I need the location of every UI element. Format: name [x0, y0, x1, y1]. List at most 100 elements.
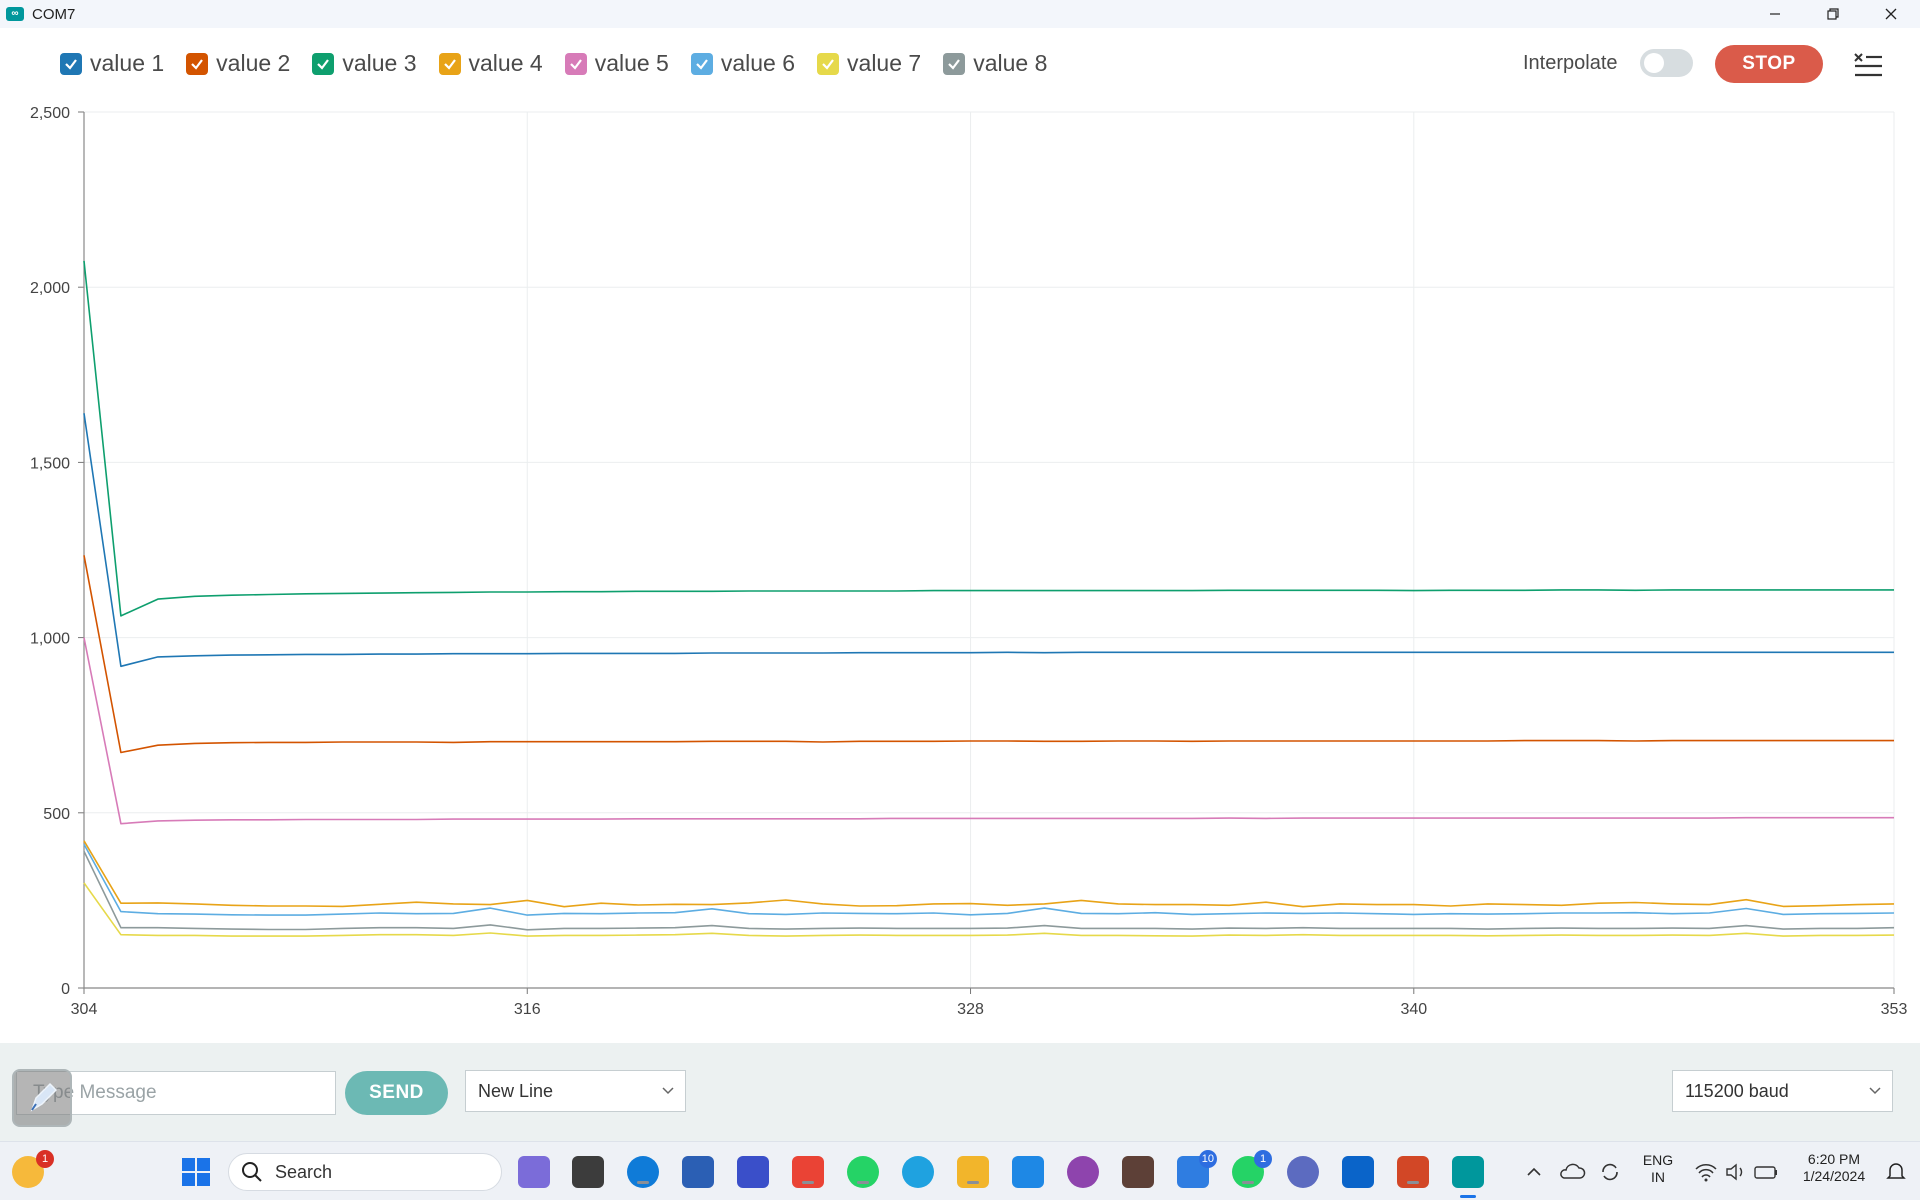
gmail-icon[interactable]: [792, 1156, 824, 1188]
region-code: IN: [1640, 1169, 1676, 1186]
baud-rate-select[interactable]: 115200 baud: [1672, 1070, 1893, 1112]
legend-item-value-4[interactable]: value 4: [439, 50, 543, 77]
whatsapp-business-icon[interactable]: 1: [1232, 1156, 1264, 1188]
copilot-icon[interactable]: [518, 1156, 550, 1188]
legend: value 1 value 2 value 3 value 4 value 5 value…: [60, 50, 1069, 77]
x-tick-label: 328: [957, 1001, 984, 1018]
interpolate-toggle[interactable]: [1640, 49, 1693, 77]
checkmark-icon: [316, 57, 330, 71]
legend-item-value-6[interactable]: value 6: [691, 50, 795, 77]
notifications-icon[interactable]: [1880, 1156, 1912, 1188]
legend-checkbox[interactable]: [565, 53, 587, 75]
edge-icon[interactable]: [627, 1156, 659, 1188]
recorder-icon[interactable]: [1287, 1156, 1319, 1188]
whatsapp-icon[interactable]: [847, 1156, 879, 1188]
show-hidden-icons[interactable]: [1518, 1156, 1550, 1188]
battery-icon[interactable]: [1750, 1156, 1782, 1188]
todo-icon[interactable]: 10: [1177, 1156, 1209, 1188]
chevron-down-icon: [661, 1083, 675, 1097]
windows-logo-icon: [180, 1156, 212, 1188]
checkmark-icon: [947, 57, 961, 71]
cc-app-icon[interactable]: [1122, 1156, 1154, 1188]
legend-checkbox[interactable]: [691, 53, 713, 75]
chevron-down-icon: [1868, 1083, 1882, 1097]
close-icon: [1885, 8, 1897, 20]
legend-item-value-1[interactable]: value 1: [60, 50, 164, 77]
x-tick-label: 353: [1881, 1001, 1908, 1018]
toggle-knob: [1644, 53, 1664, 73]
line-ending-select[interactable]: New Line: [465, 1070, 686, 1112]
legend-label: value 4: [469, 50, 543, 77]
checkmark-icon: [569, 57, 583, 71]
message-bar: SEND New Line 115200 baud: [0, 1043, 1920, 1141]
todo-badge: 10: [1199, 1150, 1217, 1168]
legend-label: value 1: [90, 50, 164, 77]
weather-widget-icon[interactable]: 1: [12, 1156, 44, 1188]
legend-checkbox[interactable]: [817, 53, 839, 75]
legend-checkbox[interactable]: [186, 53, 208, 75]
clear-button[interactable]: [1852, 50, 1884, 80]
weather-badge: 1: [36, 1150, 54, 1168]
wifi-icon[interactable]: [1690, 1156, 1722, 1188]
send-button[interactable]: SEND: [345, 1071, 448, 1115]
taskbar-search[interactable]: Search: [228, 1153, 502, 1191]
legend-item-value-5[interactable]: value 5: [565, 50, 669, 77]
language-indicator[interactable]: ENG IN: [1640, 1152, 1676, 1186]
legend-label: value 2: [216, 50, 290, 77]
x-tick-label: 304: [71, 1001, 98, 1018]
line-ending-value: New Line: [478, 1081, 553, 1102]
outlook-icon[interactable]: [1342, 1156, 1374, 1188]
legend-item-value-7[interactable]: value 7: [817, 50, 921, 77]
legend-checkbox[interactable]: [943, 53, 965, 75]
legend-checkbox[interactable]: [60, 53, 82, 75]
refresh-icon: [1594, 1156, 1626, 1188]
minimize-icon: [1769, 8, 1781, 20]
sync-icon[interactable]: [1594, 1156, 1626, 1188]
vscode-icon[interactable]: [1012, 1156, 1044, 1188]
close-button[interactable]: [1862, 0, 1920, 28]
alexa-icon[interactable]: [902, 1156, 934, 1188]
checkmark-icon: [695, 57, 709, 71]
legend-item-value-2[interactable]: value 2: [186, 50, 290, 77]
volume-icon[interactable]: [1721, 1156, 1753, 1188]
minimize-button[interactable]: [1746, 0, 1804, 28]
y-tick-label: 1,500: [30, 455, 70, 472]
cloud-icon: [1556, 1156, 1588, 1188]
legend-item-value-3[interactable]: value 3: [312, 50, 416, 77]
file-explorer-icon[interactable]: [957, 1156, 989, 1188]
y-tick-label: 500: [43, 806, 70, 823]
legend-label: value 5: [595, 50, 669, 77]
baud-rate-value: 115200 baud: [1685, 1081, 1789, 1102]
whatsapp-badge: 1: [1254, 1150, 1272, 1168]
series-line-value-5: [84, 638, 1894, 824]
window-controls: [1746, 0, 1920, 28]
x-tick-label: 316: [514, 1001, 541, 1018]
store-icon[interactable]: [682, 1156, 714, 1188]
legend-label: value 3: [342, 50, 416, 77]
series-line-value-3: [84, 261, 1894, 616]
checkmark-icon: [821, 57, 835, 71]
legend-item-value-8[interactable]: value 8: [943, 50, 1047, 77]
arduino-taskbar-icon[interactable]: [1452, 1156, 1484, 1188]
y-tick-label: 2,000: [30, 280, 70, 297]
onedrive-icon[interactable]: [1556, 1156, 1588, 1188]
upwork-icon[interactable]: [1067, 1156, 1099, 1188]
task-view-icon[interactable]: [572, 1156, 604, 1188]
series-line-value-4: [84, 841, 1894, 907]
legend-label: value 7: [847, 50, 921, 77]
restore-button[interactable]: [1804, 0, 1862, 28]
start-button[interactable]: [180, 1156, 212, 1188]
stop-button[interactable]: STOP: [1715, 45, 1823, 83]
restore-icon: [1827, 8, 1839, 20]
pen-widget[interactable]: [12, 1069, 72, 1127]
legend-checkbox[interactable]: [312, 53, 334, 75]
legend-label: value 6: [721, 50, 795, 77]
x-tick-label: 340: [1400, 1001, 1427, 1018]
legend-checkbox[interactable]: [439, 53, 461, 75]
clock-date: 1/24/2024: [1786, 1168, 1882, 1185]
checkmark-icon: [443, 57, 457, 71]
powerpoint-icon[interactable]: [1397, 1156, 1429, 1188]
app-m-icon[interactable]: [737, 1156, 769, 1188]
chevron-up-icon: [1518, 1156, 1550, 1188]
clock[interactable]: 6:20 PM 1/24/2024: [1786, 1151, 1882, 1185]
